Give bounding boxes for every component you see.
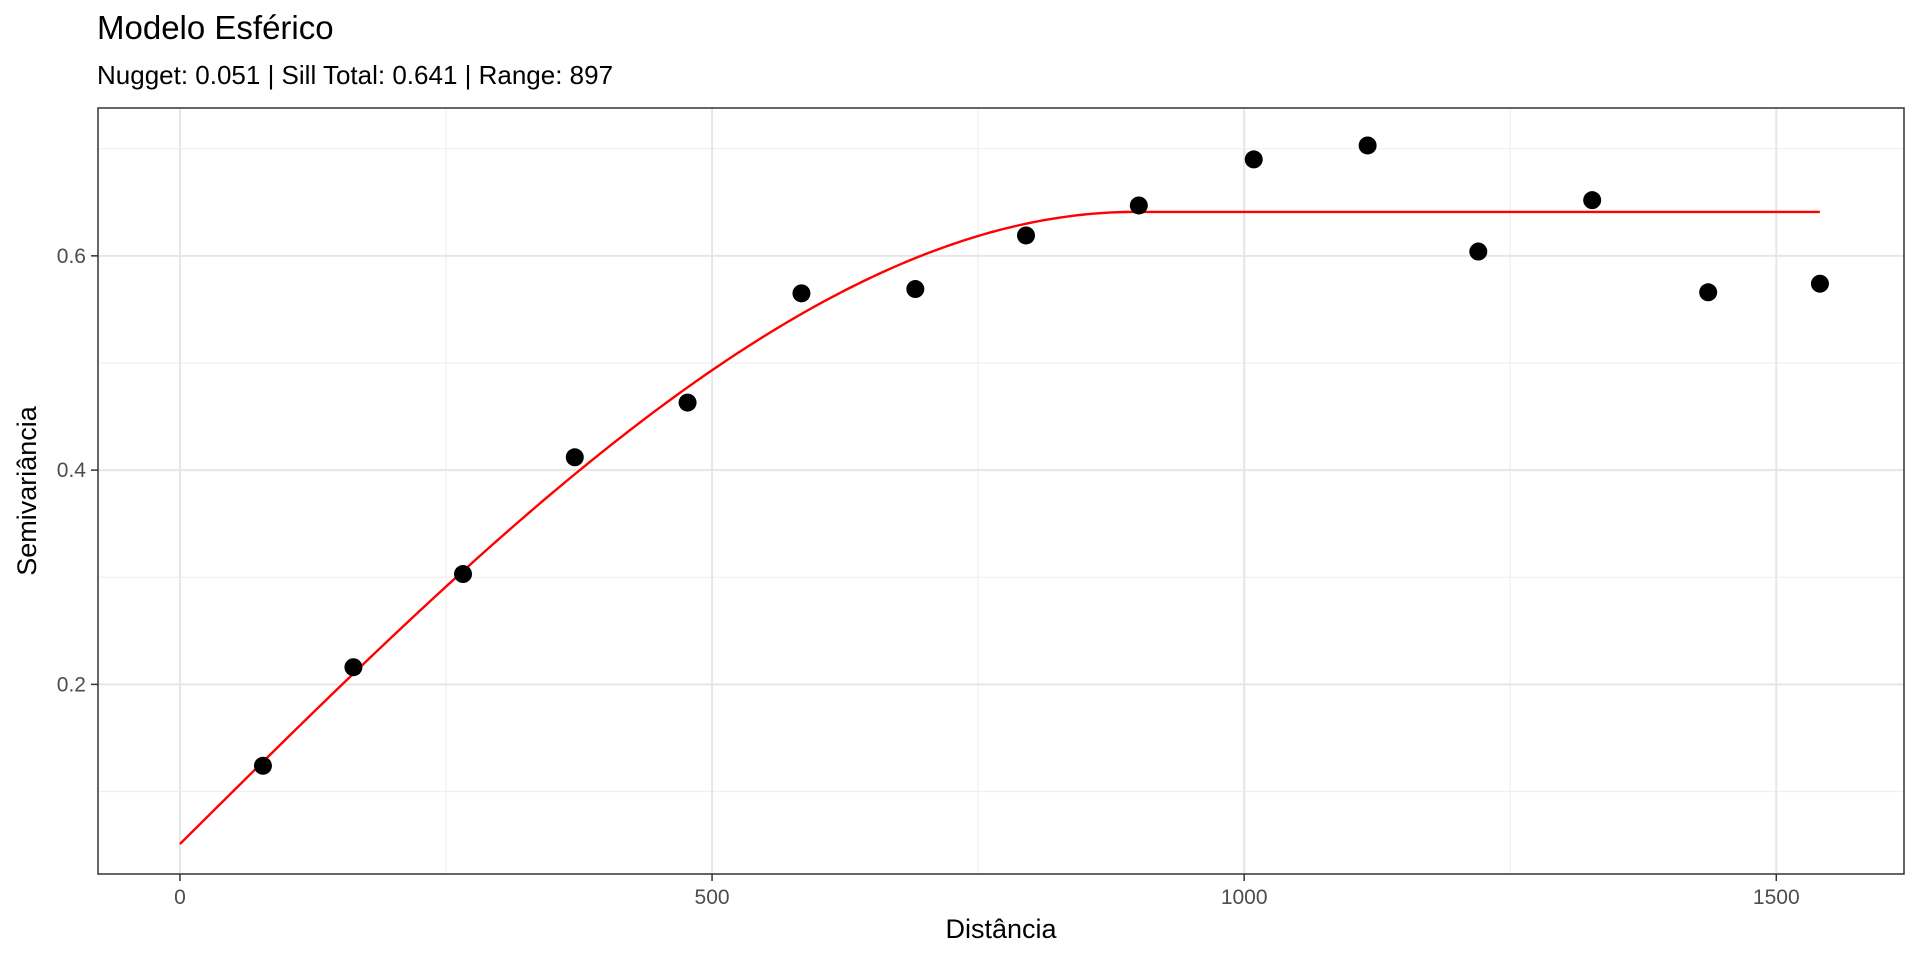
- data-point: [1699, 283, 1718, 302]
- chart-title: Modelo Esférico: [97, 9, 334, 46]
- spherical-model-line: [179, 210, 1820, 845]
- data-point: [565, 448, 584, 467]
- data-point: [1244, 150, 1263, 169]
- data-point: [792, 284, 811, 303]
- x-axis: 0 500 1000 1500: [174, 874, 1800, 909]
- plot-panel-border: [97, 107, 1905, 875]
- observed-points: [253, 136, 1829, 775]
- y-tick-label: 0.4: [57, 459, 87, 482]
- chart-subtitle: Nugget: 0.051 | Sill Total: 0.641 | Rang…: [97, 60, 613, 90]
- x-tick-label: 1000: [1221, 886, 1268, 909]
- x-axis-title: Distância: [945, 914, 1057, 944]
- data-point: [454, 565, 473, 584]
- data-point: [906, 280, 925, 299]
- grid-major: [98, 108, 1904, 874]
- x-tick-label: 0: [174, 886, 186, 909]
- plot-panel-background: [98, 108, 1904, 874]
- x-tick-label: 1500: [1753, 886, 1800, 909]
- y-tick-label: 0.2: [57, 673, 86, 696]
- data-point: [253, 756, 272, 775]
- data-point: [1583, 191, 1602, 210]
- data-point: [1358, 136, 1377, 155]
- y-axis-title: Semivariância: [12, 405, 42, 576]
- x-tick-label: 500: [695, 886, 730, 909]
- data-point: [1129, 196, 1148, 215]
- data-point: [1810, 274, 1829, 293]
- data-point: [1469, 242, 1488, 261]
- data-point: [678, 393, 697, 412]
- data-point: [344, 658, 363, 677]
- data-point: [1017, 226, 1036, 245]
- y-tick-label: 0.6: [57, 245, 86, 268]
- y-axis: 0.2 0.4 0.6: [57, 245, 98, 696]
